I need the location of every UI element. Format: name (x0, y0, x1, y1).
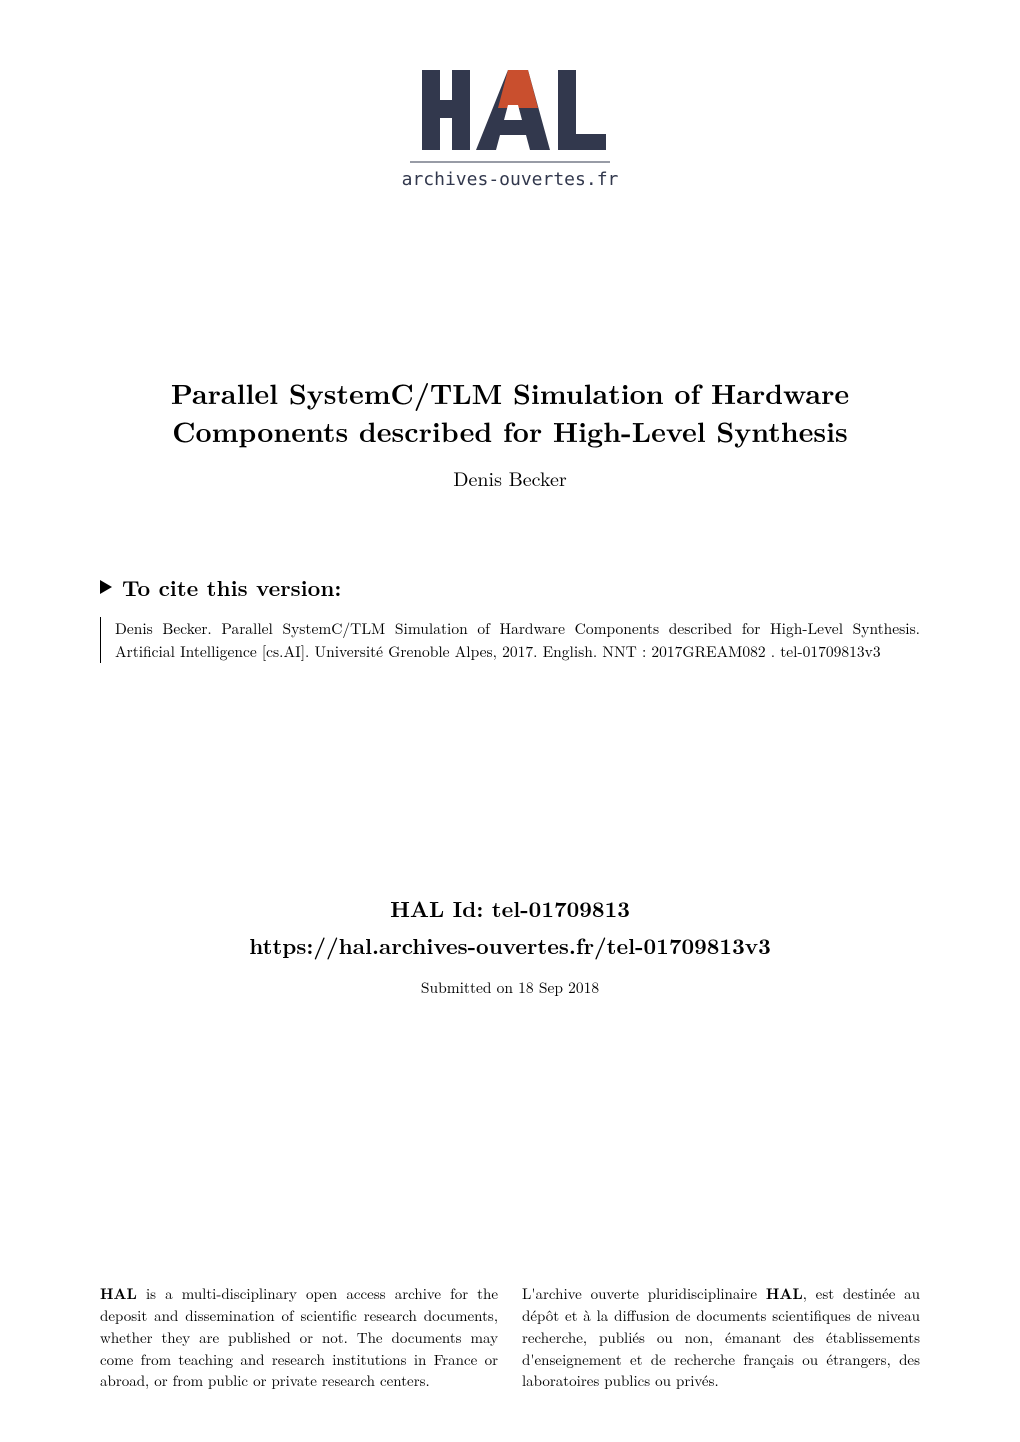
submitted-date: Submitted on 18 Sep 2018 (0, 977, 1020, 998)
hal-id: HAL Id: tel-01709813 (0, 893, 1020, 924)
author: Denis Becker (100, 463, 920, 492)
hal-logo: archives-ouvertes.fr (400, 60, 620, 215)
title-section: Parallel SystemC/TLM Simulation of Hardw… (0, 255, 1020, 512)
footer-section: HAL is a multi-disciplinary open access … (100, 1283, 920, 1392)
footer-left-bold: HAL (100, 1283, 137, 1304)
hal-id-label: HAL Id: (390, 893, 483, 924)
hal-id-section: HAL Id: tel-01709813 https://hal.archive… (0, 663, 1020, 998)
title-line-2: Components described for High-Level Synt… (172, 411, 848, 451)
hal-id-value: tel-01709813 (492, 893, 630, 924)
cite-title: To cite this version: (122, 572, 341, 603)
footer-right-bold: HAL (766, 1283, 803, 1304)
paper-title: Parallel SystemC/TLM Simulation of Hardw… (100, 375, 920, 451)
footer-right: L'archive ouverte pluridisciplinaire HAL… (522, 1283, 920, 1392)
cite-body: Denis Becker. Parallel SystemC/TLM Simul… (100, 617, 920, 664)
cite-header: To cite this version: (100, 572, 920, 603)
hal-url[interactable]: https://hal.archives-ouvertes.fr/tel-017… (0, 930, 1020, 961)
footer-left: HAL is a multi-disciplinary open access … (100, 1283, 498, 1392)
footer-right-pre: L'archive ouverte pluridisciplinaire (522, 1283, 766, 1304)
cite-section: To cite this version: Denis Becker. Para… (0, 512, 1020, 664)
hal-logo-container: archives-ouvertes.fr (0, 0, 1020, 255)
title-line-1: Parallel SystemC/TLM Simulation of Hardw… (171, 373, 849, 413)
footer-left-body: is a multi-disciplinary open access arch… (100, 1283, 498, 1391)
logo-subtext: archives-ouvertes.fr (402, 169, 619, 190)
triangle-icon (100, 580, 112, 594)
